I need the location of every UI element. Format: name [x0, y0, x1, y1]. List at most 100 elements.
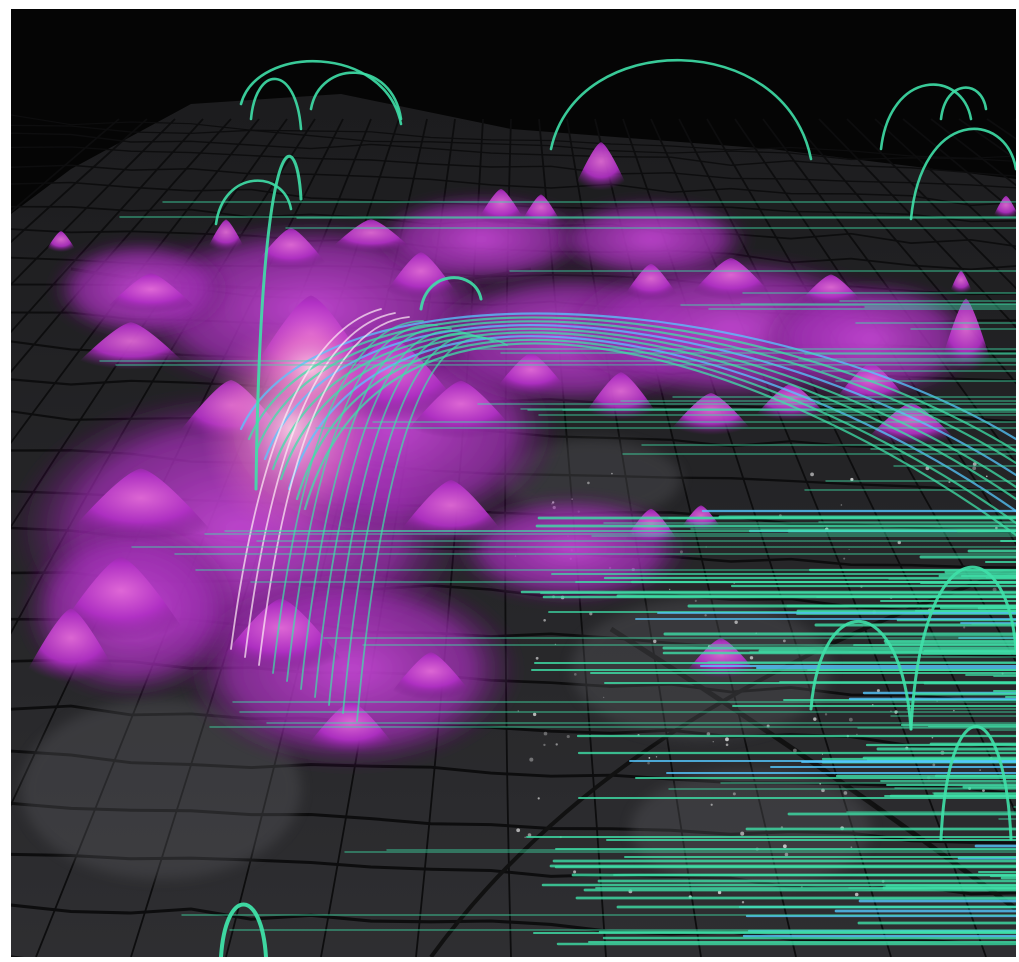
density-peak — [751, 383, 831, 421]
flow-arc — [219, 902, 268, 957]
density-peak — [938, 298, 994, 372]
density-peak — [51, 557, 191, 641]
light-dot — [894, 710, 898, 714]
flow-arc — [272, 320, 424, 674]
flow-arc — [239, 59, 403, 126]
light-dot — [517, 710, 519, 712]
density-peak — [621, 263, 681, 301]
light-dot — [647, 761, 650, 765]
light-dot — [755, 632, 758, 634]
density-peak — [326, 219, 416, 253]
light-dot — [972, 466, 977, 471]
density-peak — [391, 480, 511, 543]
flow-arc — [419, 276, 483, 311]
density-peak — [386, 652, 476, 700]
street-line — [11, 118, 260, 445]
flow-arc — [214, 179, 293, 226]
flow-arc — [247, 316, 1016, 453]
density-peak — [581, 372, 661, 420]
light-dot — [725, 737, 729, 742]
street-line — [790, 118, 1016, 385]
light-dot — [824, 713, 828, 716]
light-dot — [982, 789, 985, 792]
light-dot — [931, 736, 934, 739]
flow-arc — [328, 332, 480, 706]
light-dot — [529, 757, 534, 762]
flow-arc — [356, 336, 508, 722]
street-line — [11, 118, 148, 244]
visualization-frame — [11, 9, 1016, 957]
street-line — [818, 118, 1016, 329]
light-dot — [535, 656, 539, 660]
street-line — [11, 132, 1016, 177]
density-region — [551, 199, 751, 279]
density-peak — [686, 258, 776, 300]
light-dot — [524, 836, 526, 839]
light-dot — [792, 748, 797, 753]
street-line — [846, 118, 1016, 290]
density-peak — [796, 274, 866, 306]
density-peak — [251, 228, 331, 270]
density-peak — [621, 508, 681, 546]
flow-arc — [249, 77, 303, 131]
light-dot — [733, 582, 736, 584]
density-peak — [21, 608, 121, 682]
light-dot — [972, 462, 977, 467]
density-peak — [381, 252, 461, 300]
light-dot — [732, 792, 736, 796]
flow-arc — [300, 327, 452, 690]
light-dot — [704, 614, 707, 617]
flow-arcs — [100, 58, 1016, 957]
light-dot — [706, 732, 711, 736]
light-dot — [555, 743, 558, 746]
density-peak — [681, 638, 761, 679]
flow-arc — [258, 316, 410, 666]
flow-arc — [809, 619, 913, 731]
light-dot — [749, 656, 754, 660]
light-dot — [587, 481, 590, 485]
light-dot — [784, 852, 789, 857]
flow-arc — [239, 312, 1016, 441]
street-line — [874, 118, 1016, 251]
light-dot — [848, 548, 850, 551]
light-dot — [734, 620, 738, 624]
light-dot — [897, 540, 901, 545]
light-dot — [516, 828, 521, 833]
flow-arc — [263, 324, 1016, 477]
light-dot — [717, 890, 722, 895]
light-dot — [782, 639, 786, 643]
flow-arc — [244, 312, 396, 658]
light-dot — [985, 475, 988, 478]
light-dot — [740, 831, 745, 836]
light-dot — [543, 619, 546, 622]
light-dot — [637, 733, 640, 737]
light-dot — [856, 733, 858, 735]
flow-arc — [286, 323, 438, 682]
flow-arc — [879, 83, 973, 151]
light-dot — [725, 743, 729, 747]
light-dot — [574, 673, 577, 676]
street-line — [11, 124, 1016, 163]
flow-arc — [939, 725, 1013, 841]
light-dot — [821, 788, 825, 793]
light-dot — [876, 689, 880, 693]
light-dot — [741, 901, 745, 904]
light-dot — [527, 833, 532, 837]
light-dot — [860, 585, 863, 588]
street-line — [762, 118, 1016, 465]
light-dot — [813, 717, 817, 721]
light-dot — [710, 803, 713, 806]
density-peak — [949, 270, 973, 294]
flow-arc — [279, 331, 1016, 501]
density-peak — [573, 142, 629, 191]
light-dot — [963, 626, 966, 629]
light-dot — [992, 587, 997, 592]
flow-arc — [309, 71, 403, 121]
light-dot — [854, 892, 859, 897]
density-peak — [491, 353, 571, 395]
density-peak — [71, 322, 191, 370]
flow-arc — [909, 127, 1016, 221]
light-dot — [668, 588, 671, 591]
flow-arc — [909, 565, 1016, 731]
light-dot — [850, 846, 853, 849]
